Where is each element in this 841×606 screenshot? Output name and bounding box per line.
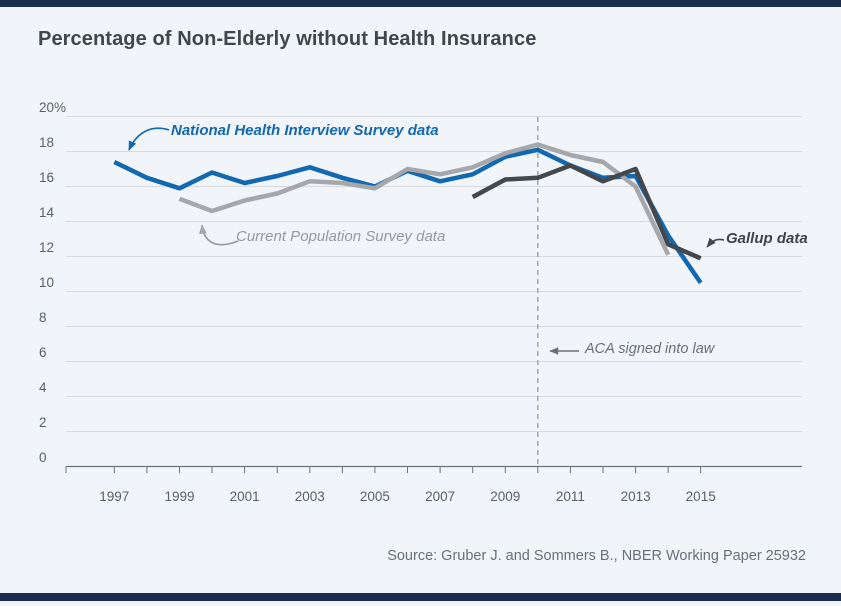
chart-title: Percentage of Non-Elderly without Health… (38, 28, 537, 50)
svg-text:4: 4 (39, 380, 47, 395)
cps-series-label: Current Population Survey data (236, 228, 446, 245)
svg-text:2005: 2005 (360, 489, 390, 504)
svg-text:0: 0 (39, 450, 47, 465)
svg-text:6: 6 (39, 345, 47, 360)
svg-text:2015: 2015 (686, 489, 716, 504)
aca-annotation-label: ACA signed into law (585, 341, 715, 357)
nhis-arrow (128, 127, 170, 151)
svg-text:16: 16 (39, 170, 54, 185)
svg-text:1999: 1999 (164, 489, 194, 504)
bottom-accent-bar (0, 593, 841, 601)
svg-text:2001: 2001 (230, 489, 260, 504)
svg-text:10: 10 (39, 275, 54, 290)
svg-text:2013: 2013 (621, 489, 651, 504)
svg-text:8: 8 (39, 310, 47, 325)
svg-text:2: 2 (39, 415, 47, 430)
svg-text:2003: 2003 (295, 489, 325, 504)
gallup-series-label: Gallup data (726, 230, 808, 247)
gallup-arrow (706, 237, 725, 248)
top-accent-bar (0, 0, 841, 7)
source-note: Source: Gruber J. and Sommers B., NBER W… (387, 548, 806, 564)
svg-text:1997: 1997 (99, 489, 129, 504)
svg-text:12: 12 (39, 240, 54, 255)
nhis-series-label: National Health Interview Survey data (171, 122, 439, 139)
svg-text:18: 18 (39, 135, 54, 150)
svg-text:2009: 2009 (490, 489, 520, 504)
svg-text:2007: 2007 (425, 489, 455, 504)
cps-arrow (198, 224, 239, 246)
svg-text:20%: 20% (39, 100, 66, 115)
svg-text:14: 14 (39, 205, 55, 220)
svg-text:2011: 2011 (556, 489, 585, 504)
